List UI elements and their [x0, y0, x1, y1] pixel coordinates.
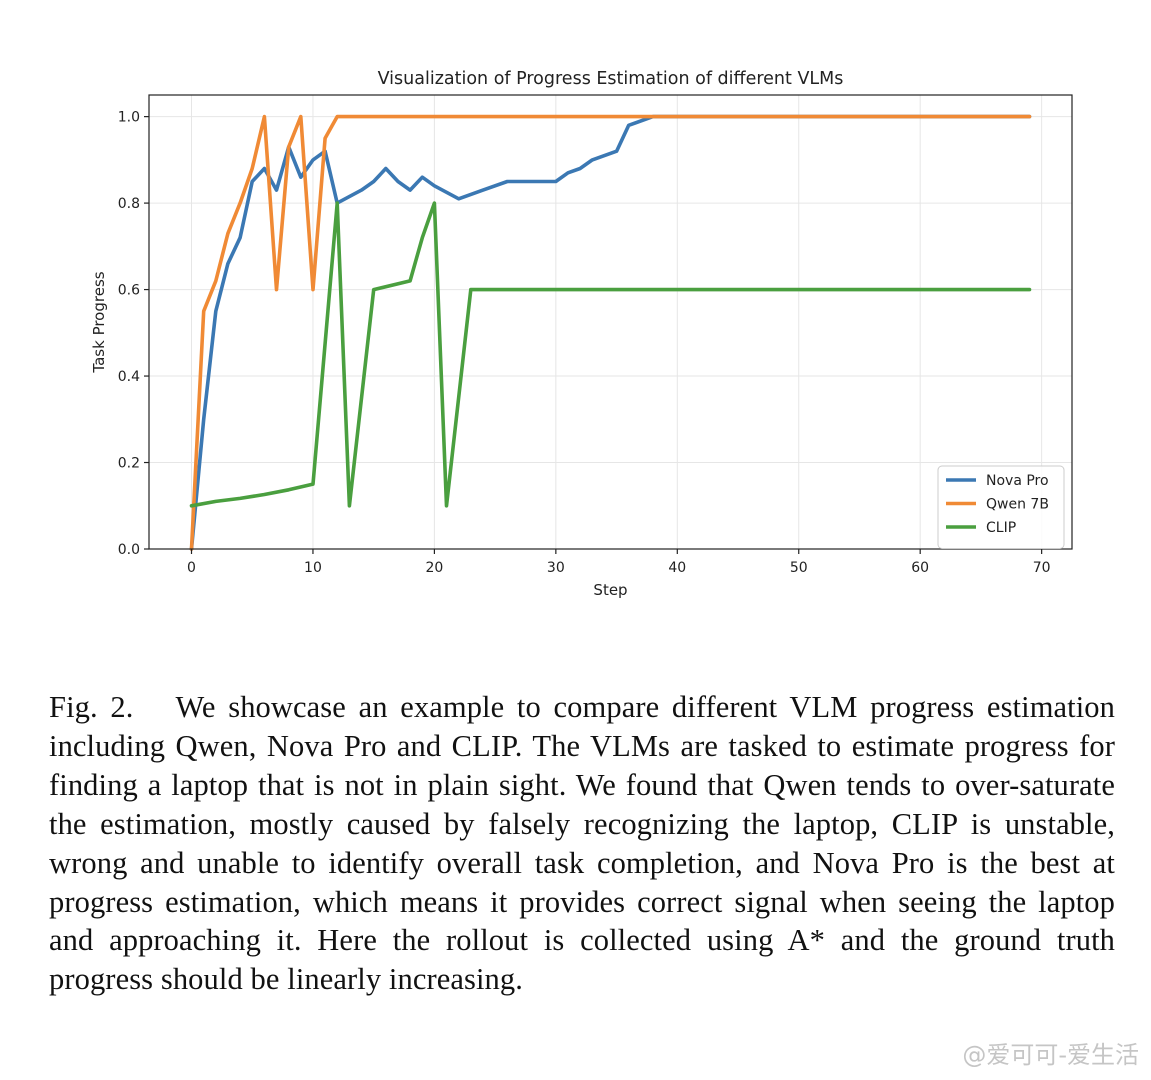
x-tick-label: 60	[911, 560, 929, 576]
figure-caption: Fig. 2. We showcase an example to compare…	[49, 688, 1115, 999]
x-tick-label: 10	[304, 560, 322, 576]
y-axis-label: Task Progress	[90, 271, 108, 373]
figure-number: Fig. 2.	[49, 690, 134, 724]
y-tick-label: 0.4	[118, 369, 140, 385]
series-group	[189, 114, 1032, 551]
y-tick-label: 1.0	[118, 110, 140, 126]
series-line-nova-pro	[189, 114, 1032, 551]
x-axis-label: Step	[593, 581, 627, 599]
x-tick-label: 40	[668, 560, 686, 576]
plot-frame	[148, 94, 1073, 550]
series-line-qwen-7b	[189, 114, 1032, 551]
watermark: @爱可可-爱生活	[962, 1041, 1139, 1069]
y-tick-label: 0.0	[118, 542, 140, 558]
x-tick-label: 30	[547, 560, 565, 576]
series-line-clip	[189, 201, 1032, 508]
x-tick-label: 70	[1033, 560, 1051, 576]
y-tick-label: 0.2	[118, 456, 140, 472]
y-tick-label: 0.8	[118, 196, 140, 212]
legend: Nova Pro Qwen 7B CLIP	[937, 465, 1065, 549]
legend-label-clip: CLIP	[986, 520, 1016, 536]
legend-label-qwen-7b: Qwen 7B	[986, 497, 1049, 513]
progress-estimation-figure: 0 10 20 30 40 50 60 70 0.0 0.2 0.4 0.6 0.8 1.0 Visuali…	[90, 69, 1073, 599]
legend-label-nova-pro: Nova Pro	[986, 473, 1049, 489]
chart-title: Visualization of Progress Estimation of …	[378, 69, 844, 89]
caption-text: We showcase an example to compare differ…	[49, 690, 1115, 997]
x-tick-label: 0	[187, 560, 196, 576]
y-tick-label: 0.6	[118, 283, 140, 299]
x-tick-label: 20	[425, 560, 443, 576]
x-tick-label: 50	[790, 560, 808, 576]
chart-svg: 0 10 20 30 40 50 60 70 0.0 0.2 0.4 0.6 0.8 1.0 Visuali…	[90, 69, 1073, 599]
